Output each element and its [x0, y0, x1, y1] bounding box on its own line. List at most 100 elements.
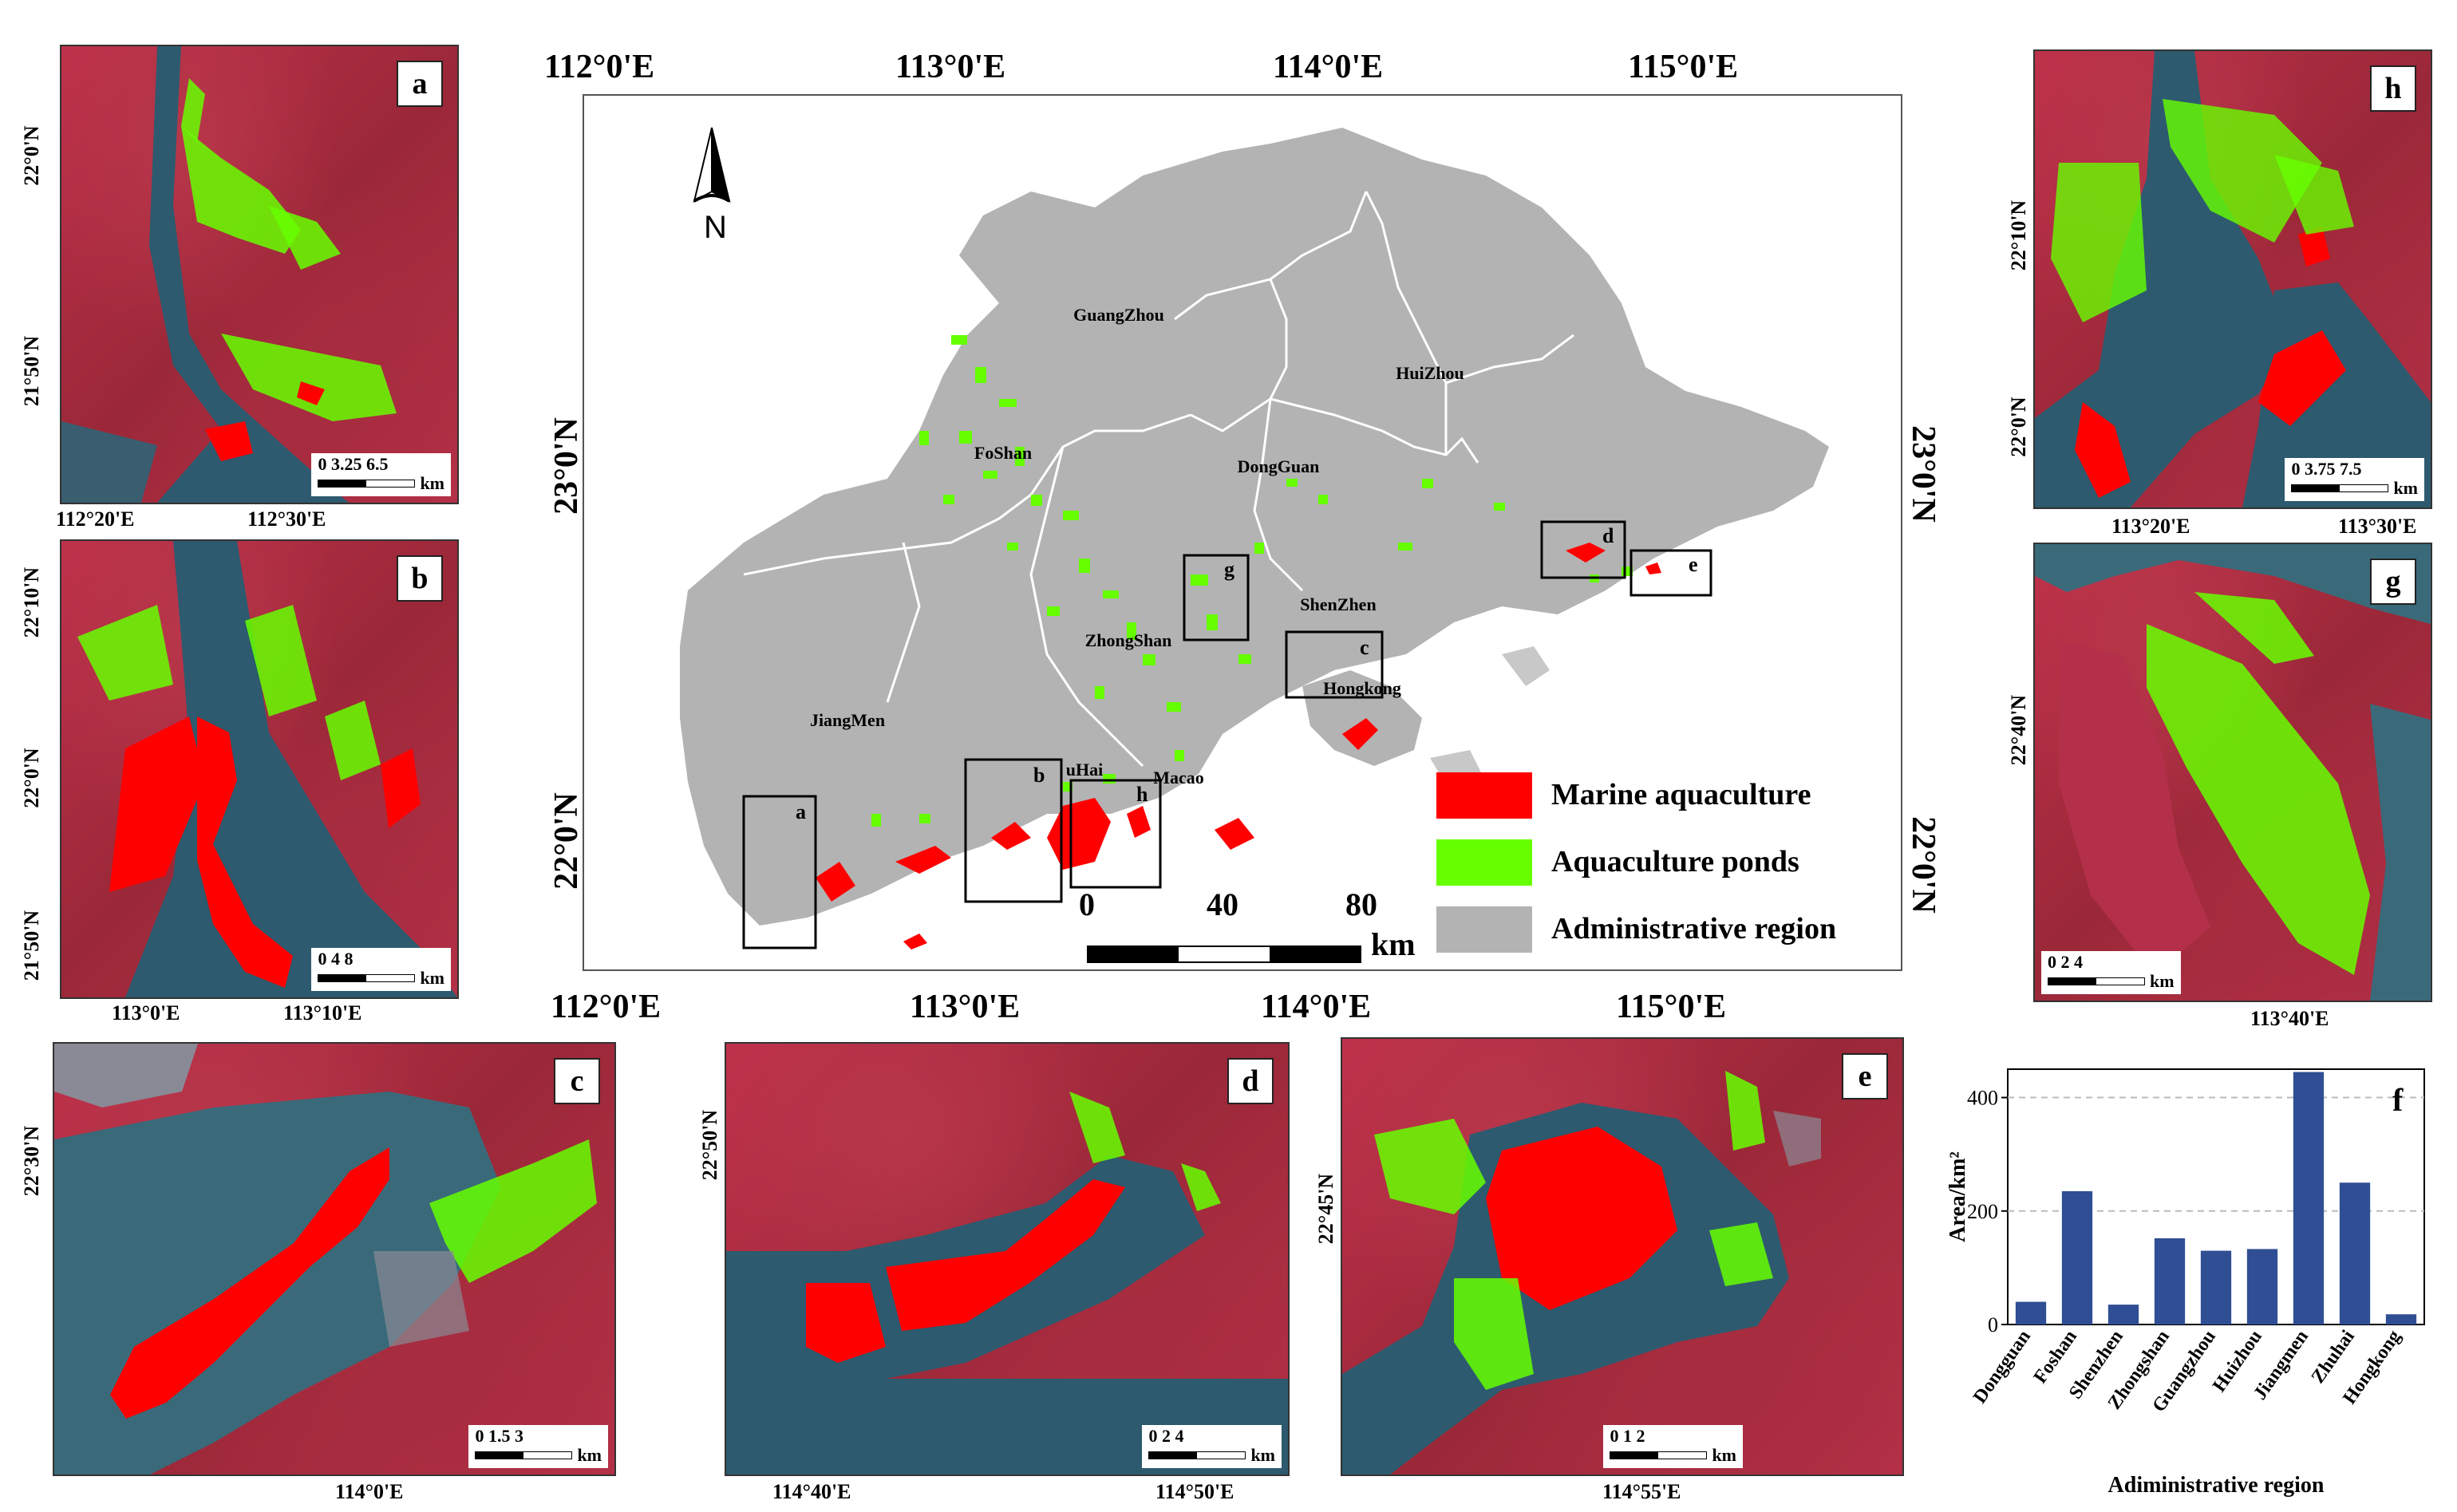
inset-e: e 0 1 2 km	[1341, 1037, 1904, 1476]
chart-bar	[2154, 1238, 2186, 1324]
chart-bar	[2200, 1250, 2232, 1324]
lon-label-bottom-1: 112°0'E	[551, 989, 662, 1025]
inset-g-lat-1: 22°40'N	[2007, 694, 2030, 766]
inset-g: g 0 2 4 km	[2033, 543, 2432, 1002]
lat-label-right-2: 22°0'N	[1905, 816, 1942, 914]
inset-e-lat-1: 22°45'N	[1314, 1173, 1337, 1245]
lon-label-top-2: 113°0'E	[895, 49, 1006, 85]
inset-b-scale: 0 4 8 km	[311, 948, 451, 991]
inset-b-lon-2: 113°10'E	[283, 1001, 362, 1024]
lat-label-right-1: 23°0'N	[1905, 425, 1942, 523]
inset-b-letter: b	[397, 555, 443, 602]
inset-c-lon-1: 114°0'E	[335, 1480, 404, 1503]
hongkong-area	[1302, 670, 1422, 766]
inset-a-scale-unit: km	[420, 473, 444, 493]
lon-label-top-4: 115°0'E	[1628, 49, 1739, 85]
chart-y-label: Area/km²	[1945, 1151, 1970, 1242]
region-label-guangzhou: GuangZhou	[1073, 305, 1164, 325]
box-label-d: d	[1602, 524, 1614, 547]
inset-g-scale-unit: km	[2150, 971, 2175, 991]
inset-b-scale-ticks: 0 4 8	[318, 949, 354, 969]
lon-label-bottom-3: 114°0'E	[1261, 989, 1372, 1025]
inset-c-letter: c	[554, 1058, 600, 1104]
inset-h-scale-ticks: 0 3.75 7.5	[2291, 459, 2362, 479]
inset-g-letter: g	[2370, 559, 2416, 605]
lon-label-bottom-4: 115°0'E	[1616, 989, 1727, 1025]
chart-bar	[2246, 1249, 2278, 1324]
chart-y-tick-label: 400	[1967, 1087, 1998, 1110]
inset-e-scale: 0 1 2 km	[1603, 1425, 1743, 1468]
north-label: N	[704, 210, 727, 245]
inset-e-scale-unit: km	[1712, 1445, 1736, 1465]
inset-b-lat-3: 21°50'N	[20, 910, 43, 981]
inset-d-letter: d	[1227, 1058, 1274, 1104]
region-label-dongguan: DongGuan	[1238, 456, 1320, 476]
inset-a-lon-2: 112°30'E	[247, 507, 326, 531]
inset-g-imagery	[2035, 544, 2431, 1001]
box-label-g: g	[1224, 558, 1234, 581]
inset-d-scale: 0 2 4 km	[1142, 1425, 1282, 1468]
legend-swatch-marine	[1436, 772, 1532, 819]
main-map-svg: GuangZhou HuiZhou FoShan DongGuan ShenZh…	[680, 127, 1829, 949]
legend-swatch-ponds	[1436, 839, 1532, 886]
chart-f: 0 200 400 Dongguan Foshan Shenzhen Zhongshan Gu…	[1939, 1053, 2450, 1508]
box-label-a: a	[796, 800, 806, 823]
marine-aquaculture	[816, 543, 1661, 949]
inset-c: c 0 1.5 3 km	[53, 1042, 616, 1476]
inset-b: b 0 4 8 km	[60, 539, 459, 999]
main-scale-tick-0: 0	[1079, 886, 1095, 922]
chart-bar	[2293, 1072, 2325, 1324]
inset-g-scale: 0 2 4 km	[2041, 951, 2181, 994]
inset-d-scale-ticks: 0 2 4	[1148, 1426, 1184, 1446]
chart-bar	[2061, 1190, 2093, 1324]
region-label-zhuhai: uHai	[1066, 760, 1103, 780]
inset-h: h 0 3.75 7.5 km	[2033, 49, 2432, 509]
main-scale-bar	[1087, 945, 1361, 963]
main-scale-tick-80: 80	[1345, 886, 1377, 922]
chart-panel-letter: f	[2392, 1082, 2404, 1118]
inset-b-lat-2: 22°0'N	[20, 748, 43, 808]
region-label-foshan: FoShan	[974, 443, 1032, 463]
main-scale-unit: km	[1371, 926, 1416, 962]
chart-x-label: Adiministrative region	[2108, 1473, 2325, 1498]
inset-h-lat-2: 22°0'N	[2007, 397, 2030, 457]
administrative-region-landmass	[680, 128, 1829, 926]
box-label-e: e	[1689, 553, 1698, 576]
inset-b-imagery	[77, 541, 457, 997]
aquaculture-ponds	[871, 335, 1633, 827]
inset-a-lon-1: 112°20'E	[56, 507, 135, 531]
inset-h-scale: 0 3.75 7.5 km	[2285, 458, 2424, 501]
north-arrow-icon	[693, 127, 731, 203]
legend-label-admin: Administrative region	[1551, 912, 1837, 945]
region-label-hongkong: Hongkong	[1323, 678, 1401, 698]
lon-label-bottom-2: 113°0'E	[910, 989, 1021, 1025]
chart-y-tick-label: 0	[1988, 1313, 1998, 1336]
box-label-b: b	[1033, 764, 1045, 787]
inset-d-lon-1: 114°40'E	[772, 1480, 851, 1503]
inset-e-scale-ticks: 0 1 2	[1610, 1426, 1645, 1446]
district-boundaries	[743, 191, 1574, 768]
region-label-shenzhen: ShenZhen	[1300, 594, 1376, 614]
inset-g-scale-ticks: 0 2 4	[2048, 952, 2083, 972]
inset-d-lat-1: 22°50'N	[698, 1109, 721, 1181]
inset-c-scale: 0 1.5 3 km	[468, 1425, 608, 1468]
inset-c-lat-1: 22°30'N	[20, 1125, 43, 1197]
region-label-jiangmen: JiangMen	[810, 710, 885, 730]
inset-h-lon-1: 113°20'E	[2111, 515, 2190, 538]
region-label-huizhou: HuiZhou	[1396, 363, 1464, 383]
chart-y-tick-label: 200	[1967, 1200, 1998, 1223]
inset-e-lon-1: 114°55'E	[1602, 1480, 1681, 1503]
inset-b-lat-1: 22°10'N	[20, 567, 43, 638]
inset-h-scale-unit: km	[2393, 478, 2418, 498]
lat-label-left-2: 22°0'N	[548, 792, 585, 890]
inset-boxes	[742, 520, 1712, 949]
region-label-macao: Macao	[1153, 768, 1204, 788]
inset-d: d 0 2 4 km	[725, 1042, 1290, 1476]
main-scale-tick-40: 40	[1207, 886, 1238, 922]
inset-e-imagery	[1342, 1071, 1821, 1474]
legend-swatch-admin	[1436, 906, 1532, 953]
chart-bar	[2015, 1301, 2047, 1324]
chart-bar	[2385, 1314, 2417, 1324]
inset-c-scale-unit: km	[577, 1445, 602, 1465]
chart-f-svg: 0200400DongguanFoshanShenzhenZhongshanGu…	[1945, 1068, 2425, 1498]
